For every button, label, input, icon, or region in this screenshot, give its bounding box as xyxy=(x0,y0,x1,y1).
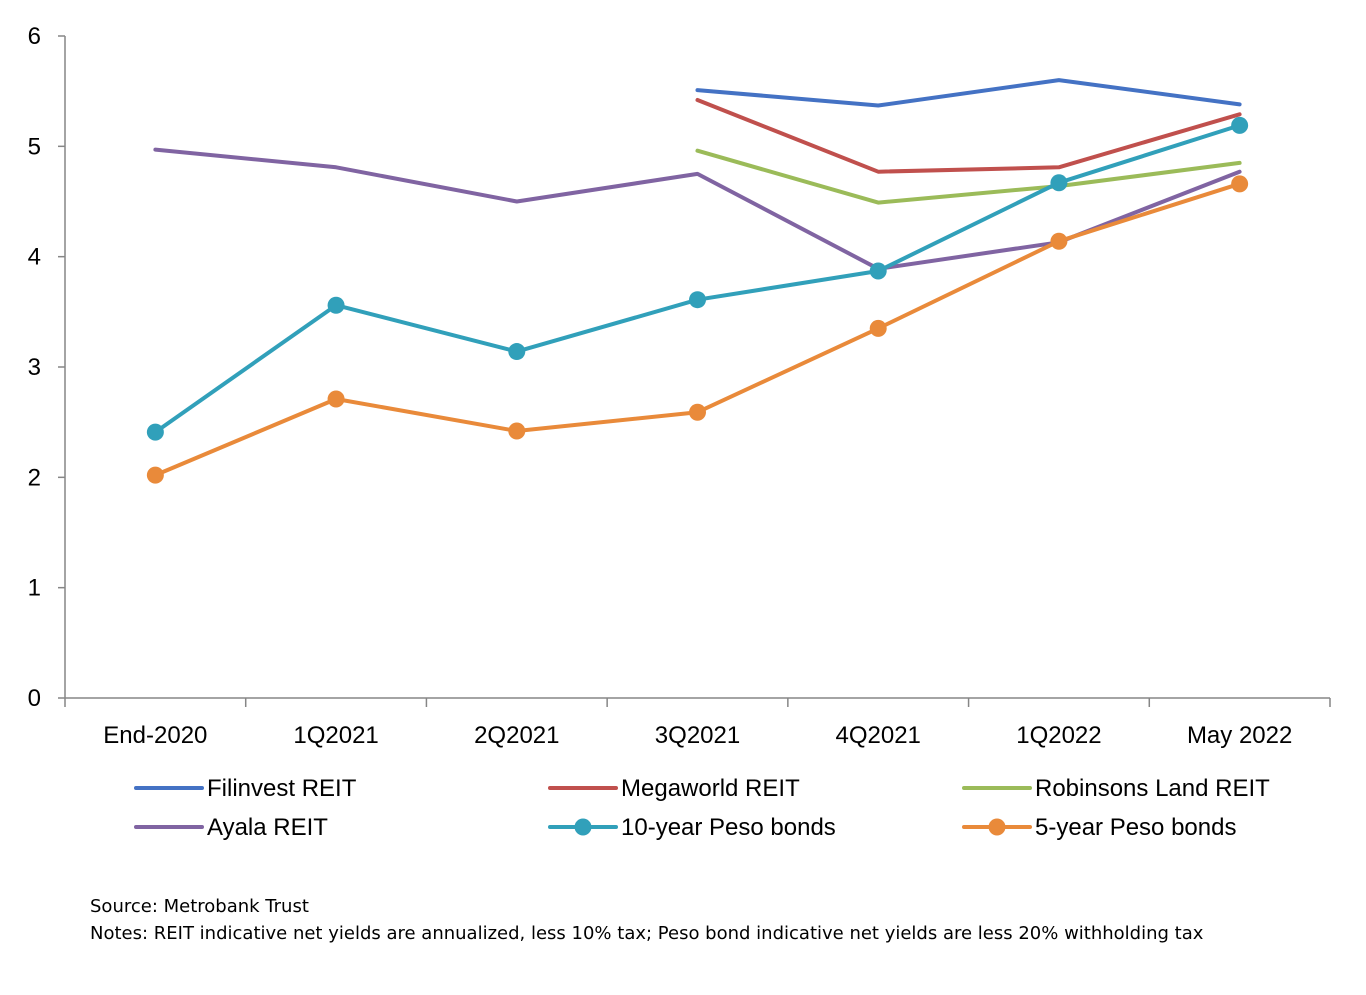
y-tick-label: 0 xyxy=(28,685,41,712)
y-tick-label: 2 xyxy=(28,464,41,491)
data-point xyxy=(869,262,887,280)
data-point xyxy=(1050,232,1068,250)
data-point xyxy=(146,466,164,484)
x-tick-label: 3Q2021 xyxy=(655,722,740,749)
data-point xyxy=(508,422,526,440)
y-tick-label: 1 xyxy=(28,575,41,602)
x-tick-label: 1Q2022 xyxy=(1016,722,1101,749)
data-point xyxy=(146,423,164,441)
y-tick-label: 3 xyxy=(28,354,41,381)
legend-label: Filinvest REIT xyxy=(207,775,357,802)
series-group xyxy=(146,116,1249,441)
series-group xyxy=(695,148,1242,205)
notes-text: Notes: REIT indicative net yields are an… xyxy=(90,923,1204,944)
x-tick-label: End-2020 xyxy=(103,722,207,749)
legend-item: Ayala REIT xyxy=(134,814,328,841)
data-point xyxy=(869,319,887,337)
x-tick-label: 1Q2021 xyxy=(293,722,378,749)
series-line xyxy=(695,78,1242,108)
data-point xyxy=(508,343,526,361)
legend-item: 10-year Peso bonds xyxy=(548,814,836,841)
legend-label: 5-year Peso bonds xyxy=(1035,814,1236,841)
data-point xyxy=(689,291,706,309)
legend-label: Robinsons Land REIT xyxy=(1035,775,1270,802)
legend-item: Megaworld REIT xyxy=(548,775,800,802)
series-line xyxy=(695,98,1242,174)
legend-item: Robinsons Land REIT xyxy=(962,775,1270,802)
y-tick-label: 5 xyxy=(28,133,41,160)
source-note: Source: Metrobank Trust xyxy=(90,896,309,917)
legend-marker xyxy=(988,818,1006,836)
legend-item: Filinvest REIT xyxy=(134,775,357,802)
series-group xyxy=(695,98,1242,174)
series-line xyxy=(153,181,1242,478)
data-point xyxy=(1231,175,1249,193)
series-line xyxy=(153,123,1242,435)
axes: 0 1 2 3 4 5 6 End-2020 1Q2021 2Q2021 3Q2021 4Q2021 1… xyxy=(28,23,1331,749)
x-tick-label: 2Q2021 xyxy=(474,722,559,749)
legend-item: 5-year Peso bonds xyxy=(962,814,1236,841)
data-point xyxy=(689,403,706,421)
legend-label: Megaworld REIT xyxy=(621,775,800,802)
data-point xyxy=(327,390,345,408)
legend: Filinvest REIT Megaworld REIT Robinsons La… xyxy=(134,775,1270,841)
data-point xyxy=(1231,116,1249,134)
y-tick-label: 6 xyxy=(28,23,41,50)
data-point xyxy=(327,296,345,314)
chart-notes: Source: Metrobank Trust Notes: REIT indi… xyxy=(90,893,1203,947)
x-tick-label: 4Q2021 xyxy=(836,722,921,749)
y-tick-label: 4 xyxy=(28,244,41,271)
legend-label: Ayala REIT xyxy=(207,814,328,841)
line-chart: 0 1 2 3 4 5 6 End-2020 1Q2021 2Q2021 3Q2021 4Q2021 1… xyxy=(28,23,1331,841)
series-line xyxy=(695,148,1242,205)
series-line xyxy=(153,147,1242,271)
series-group xyxy=(153,147,1242,271)
series-group xyxy=(695,78,1242,108)
series-group xyxy=(146,175,1249,484)
series-layer xyxy=(146,78,1249,484)
legend-marker xyxy=(574,818,592,836)
legend-label: 10-year Peso bonds xyxy=(621,814,836,841)
x-tick-label: May 2022 xyxy=(1187,722,1292,749)
data-point xyxy=(1050,174,1068,192)
